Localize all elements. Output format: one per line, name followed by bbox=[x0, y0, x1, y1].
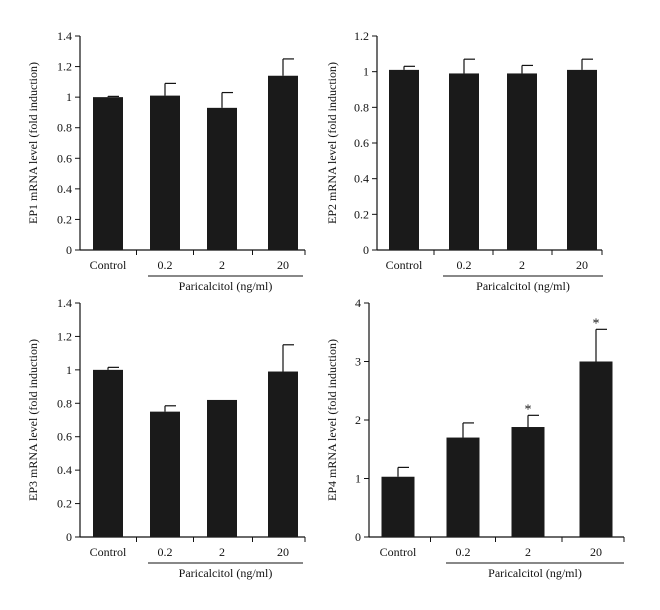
y-tick-label: 0.2 bbox=[57, 497, 72, 511]
y-tick-label: 0.2 bbox=[57, 212, 72, 226]
bar bbox=[93, 369, 123, 537]
y-axis-title: EP2 mRNA level (fold induction) bbox=[325, 62, 339, 224]
y-axis-title: EP3 mRNA level (fold induction) bbox=[26, 339, 40, 501]
x-axis-title: Paricalcitol (ng/ml) bbox=[476, 279, 570, 293]
category-label: 2 bbox=[525, 545, 531, 559]
significance-mark: * bbox=[525, 402, 532, 417]
y-tick-label: 0.6 bbox=[57, 430, 72, 444]
category-label: 0.2 bbox=[456, 545, 471, 559]
y-tick-label: 1.4 bbox=[57, 296, 72, 310]
x-axis-title: Paricalcitol (ng/ml) bbox=[179, 566, 273, 580]
x-axis-title: Paricalcitol (ng/ml) bbox=[179, 279, 273, 293]
category-label: 2 bbox=[219, 545, 225, 559]
bar bbox=[381, 476, 415, 537]
bar bbox=[511, 427, 545, 537]
x-axis-title: Paricalcitol (ng/ml) bbox=[488, 566, 582, 580]
bar bbox=[268, 371, 298, 537]
category-label: 2 bbox=[519, 258, 525, 272]
bar bbox=[150, 411, 180, 537]
panel-ep3: 0 0.2 0.4 0.6 0.8 1 1.2 1.4 Control 0.2 2 20 Parical… bbox=[26, 296, 306, 580]
category-label: 0.2 bbox=[158, 545, 173, 559]
y-tick-label: 1.4 bbox=[57, 29, 72, 43]
bar bbox=[579, 361, 613, 537]
bar bbox=[93, 97, 123, 251]
bar bbox=[150, 95, 180, 250]
y-tick-label: 4 bbox=[355, 296, 361, 310]
y-tick-label: 0.4 bbox=[57, 463, 72, 477]
category-label: 20 bbox=[277, 545, 289, 559]
category-label: Control bbox=[380, 545, 417, 559]
bar bbox=[507, 73, 537, 250]
y-tick-label: 0 bbox=[66, 243, 72, 257]
y-tick-label: 1 bbox=[66, 363, 72, 377]
y-tick-label: 1 bbox=[363, 65, 369, 79]
bar bbox=[268, 75, 298, 250]
y-tick-label: 0 bbox=[355, 530, 361, 544]
y-tick-label: 0.6 bbox=[57, 151, 72, 165]
panel-ep1: 0 0.2 0.4 0.6 0.8 1 1.2 1.4 Control 0.2 2 20 Parical… bbox=[26, 29, 306, 293]
bar bbox=[449, 73, 479, 250]
y-tick-label: 1.2 bbox=[57, 60, 72, 74]
y-tick-label: 2 bbox=[355, 413, 361, 427]
y-tick-label: 0.8 bbox=[57, 396, 72, 410]
y-tick-label: 0.4 bbox=[57, 182, 72, 196]
y-tick-label: 1.2 bbox=[354, 29, 369, 43]
bar bbox=[446, 437, 480, 537]
y-tick-label: 0.4 bbox=[354, 172, 369, 186]
category-label: Control bbox=[90, 258, 127, 272]
category-label: 20 bbox=[590, 545, 602, 559]
y-tick-label: 3 bbox=[355, 355, 361, 369]
y-tick-label: 0 bbox=[66, 530, 72, 544]
panel-ep2: 0 0.2 0.4 0.6 0.8 1 1.2 Control 0.2 2 20 Paricalcit… bbox=[325, 29, 603, 293]
y-tick-label: 0.2 bbox=[354, 207, 369, 221]
category-label: 2 bbox=[219, 258, 225, 272]
bar bbox=[389, 69, 419, 250]
significance-mark: * bbox=[593, 316, 600, 331]
y-tick-label: 1 bbox=[66, 90, 72, 104]
category-label: 0.2 bbox=[457, 258, 472, 272]
category-label: 0.2 bbox=[158, 258, 173, 272]
y-axis-title: EP4 mRNA level (fold induction) bbox=[325, 339, 339, 501]
bar bbox=[207, 399, 237, 537]
y-tick-label: 0 bbox=[363, 243, 369, 257]
y-tick-label: 0.8 bbox=[354, 100, 369, 114]
y-axis-title: EP1 mRNA level (fold induction) bbox=[26, 62, 40, 224]
category-label: 20 bbox=[277, 258, 289, 272]
y-tick-label: 0.8 bbox=[57, 121, 72, 135]
category-label: Control bbox=[386, 258, 423, 272]
bar bbox=[567, 69, 597, 250]
y-tick-label: 0.6 bbox=[354, 136, 369, 150]
category-label: Control bbox=[90, 545, 127, 559]
panel-ep4: 0 1 2 3 4 Control 0.2 2 * 20 * Paricalcitol (ng/ml)… bbox=[325, 296, 625, 580]
bar bbox=[207, 107, 237, 250]
y-tick-label: 1 bbox=[355, 472, 361, 486]
y-tick-label: 1.2 bbox=[57, 329, 72, 343]
category-label: 20 bbox=[576, 258, 588, 272]
